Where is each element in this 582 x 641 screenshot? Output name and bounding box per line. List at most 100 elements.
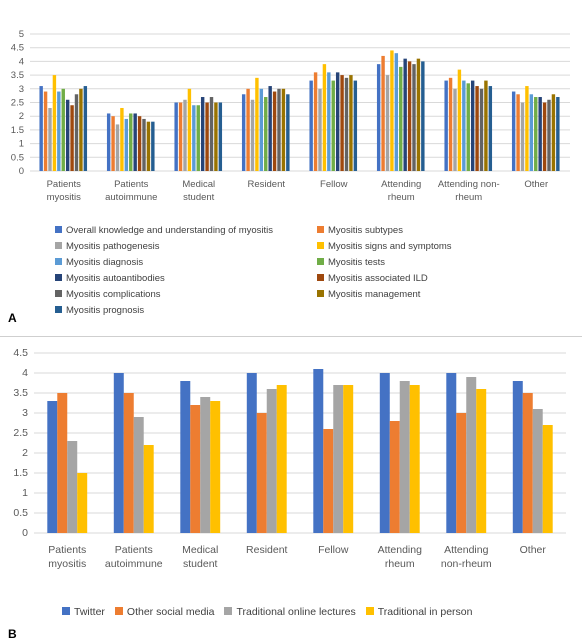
legend-item: Myositis signs and symptoms [317,241,452,252]
bar [214,102,218,171]
y-tick-label: 1 [22,487,28,499]
legend-swatch [317,242,324,249]
x-tick-label: rheum [455,192,482,203]
legend-label: Other social media [126,606,215,618]
bar [353,80,358,171]
bar [529,94,534,171]
x-tick-label: Patients [48,544,86,556]
bar [281,88,286,171]
legend-swatch [317,274,324,281]
y-tick-label: 1.5 [11,125,24,136]
legend-swatch [317,226,324,233]
bar [333,385,344,533]
x-tick-label: rheum [385,558,415,570]
legend-label: Myositis diagnosis [66,257,144,268]
bar [394,53,399,171]
x-tick-label: Fellow [318,544,349,556]
y-tick-label: 3.5 [11,70,24,81]
legend-label: Traditional in person [377,606,473,618]
bar [412,64,416,171]
bar [146,121,151,171]
bar [272,91,277,171]
chart-b-legend: Twitter Other social media Traditional onl… [62,606,482,618]
x-tick-label: student [183,558,218,570]
bar [241,94,246,171]
bar [174,102,178,171]
bar [538,97,542,171]
bar [61,88,65,171]
legend-item: Overall knowledge and understanding of m… [55,225,273,236]
bar [309,80,313,171]
bar [376,64,381,171]
x-tick-label: myositis [47,192,82,203]
bar [67,441,78,533]
bar [70,105,74,171]
x-tick-label: Other [524,179,548,190]
legend-item: Myositis associated ILD [317,273,428,284]
bar [200,97,205,171]
bar [466,83,470,171]
bar [403,58,407,171]
bar [192,105,196,171]
bar [389,421,400,533]
bar [525,86,529,171]
y-tick-label: 2 [19,111,24,122]
legend-label: Myositis subtypes [328,225,403,236]
legend-swatch [317,258,324,265]
bar [277,88,281,171]
y-tick-label: 0 [22,527,28,539]
bar [210,401,221,533]
legend-item: Myositis subtypes [317,225,403,236]
bar [448,77,453,171]
y-tick-label: 3 [22,407,28,419]
x-tick-label: Medical [182,544,218,556]
bar [511,91,516,171]
bar [313,72,318,171]
bar [79,88,83,171]
bar [266,389,277,533]
legend-swatch [224,607,233,615]
bar [106,113,111,171]
y-tick-label: 2 [22,447,28,459]
bar [556,97,560,171]
bar [484,80,488,171]
y-tick-label: 2.5 [11,98,24,109]
bar [143,445,154,533]
bar [209,97,214,171]
legend-swatch [55,306,62,313]
y-tick-label: 4 [19,56,24,67]
bar [200,397,211,533]
legend-item: Myositis autoantibodies [55,273,165,284]
bar [475,86,479,171]
bar [542,102,547,171]
bar [453,88,457,171]
bar [115,124,120,171]
bar [520,102,525,171]
bar [52,75,57,171]
x-tick-label: Resident [246,544,288,556]
bar [83,86,88,171]
y-tick-label: 1.5 [13,467,28,479]
chart-b-panel: 0 0.5 1 1.5 2 2.5 3 3.5 4 4.5 Patients myositis Pati… [0,336,582,641]
bar [462,80,466,171]
bar [522,393,533,533]
legend-swatch [55,290,62,297]
y-tick-label: 3 [19,84,24,95]
bar [120,107,124,171]
bar [264,97,268,171]
bar [137,116,142,171]
bar [456,413,467,533]
bar [551,94,556,171]
bar [129,113,133,171]
legend-item: Myositis tests [317,257,385,268]
y-tick-label: 0.5 [11,152,24,163]
bar [385,75,390,171]
bar [446,373,457,533]
bar [43,91,48,171]
bar [322,64,327,171]
bar [399,66,403,171]
bar [65,99,70,171]
bar [259,88,264,171]
bar [532,409,543,533]
legend-item: Myositis diagnosis [55,257,143,268]
